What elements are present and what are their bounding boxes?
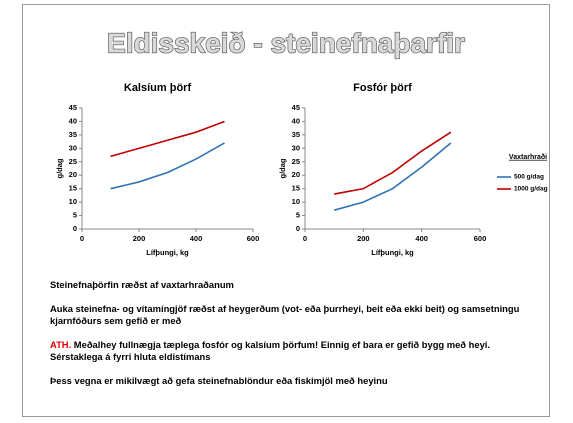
x-tick-label: 600 [474,234,487,243]
y-tick-label: 25 [69,157,77,166]
paragraph: Steinefnaþörfin ræðst af vaxtarhraðanum [50,279,528,291]
series-line [334,131,452,195]
legend-label: 1000 g/dag [514,186,548,193]
y-tick-label: 40 [292,116,300,125]
y-tick-label: 25 [292,157,300,166]
y-tick-label: 10 [292,197,300,206]
x-tick-label: 400 [415,234,428,243]
y-tick-label: 35 [292,130,300,139]
paragraph: ATH. Meðalhey fullnægja tæplega fosfór o… [50,339,528,363]
y-tick-label: 15 [292,184,300,193]
y-axis-label: g/dag [278,158,287,178]
paragraph: Þess vegna er mikilvægt að gefa steinefn… [50,375,528,387]
x-axis-label: Lífþungi, kg [371,248,414,257]
slide-title: Eldisskeið - steinefnaþarfir [107,27,465,58]
y-tick-label: 20 [292,170,300,179]
x-tick-label: 200 [357,234,370,243]
series-line [110,120,225,158]
slide-frame [22,4,550,417]
y-tick-label: 30 [69,143,77,152]
x-tick-label: 0 [80,234,84,243]
x-tick-label: 600 [247,234,260,243]
y-tick-label: 0 [296,224,300,233]
y-tick-label: 45 [69,103,77,112]
y-tick-label: 40 [69,116,77,125]
y-tick-label: 5 [73,211,77,220]
chart-title: Kalsíum þörf [124,82,192,94]
legend-label: 500 g/dag [514,174,544,181]
y-tick-label: 20 [69,170,77,179]
text-segment: Meðalhey fullnægja tæplega fosfór og kal… [50,339,490,362]
y-tick-label: 15 [69,184,77,193]
x-tick-label: 0 [303,234,307,243]
text-segment: Þess vegna er mikilvægt að gefa steinefn… [50,375,388,386]
series-line [333,142,452,211]
text-segment: Steinefnaþörfin ræðst af vaxtarhraðanum [50,279,234,290]
y-tick-label: 5 [296,211,300,220]
y-tick-label: 10 [69,197,77,206]
x-tick-label: 400 [190,234,203,243]
x-tick-label: 200 [133,234,146,243]
x-axis-label: Lífþungi, kg [146,248,189,257]
y-tick-label: 0 [73,224,77,233]
chart-title: Fosfór þörf [353,82,412,94]
legend-title: Vaxtarhraði [509,153,547,161]
series-line [110,142,225,190]
y-tick-label: 35 [69,130,77,139]
y-axis-label: g/dag [55,158,64,178]
text-body: Steinefnaþörfin ræðst af vaxtarhraðanum A… [50,279,528,399]
text-segment: ATH. [50,339,72,350]
paragraph: Auka steinefna- og vítamíngjöf ræðst af … [50,303,528,327]
y-tick-label: 45 [292,103,300,112]
y-tick-label: 30 [292,143,300,152]
text-segment: Auka steinefna- og vítamíngjöf ræðst af … [50,303,520,326]
